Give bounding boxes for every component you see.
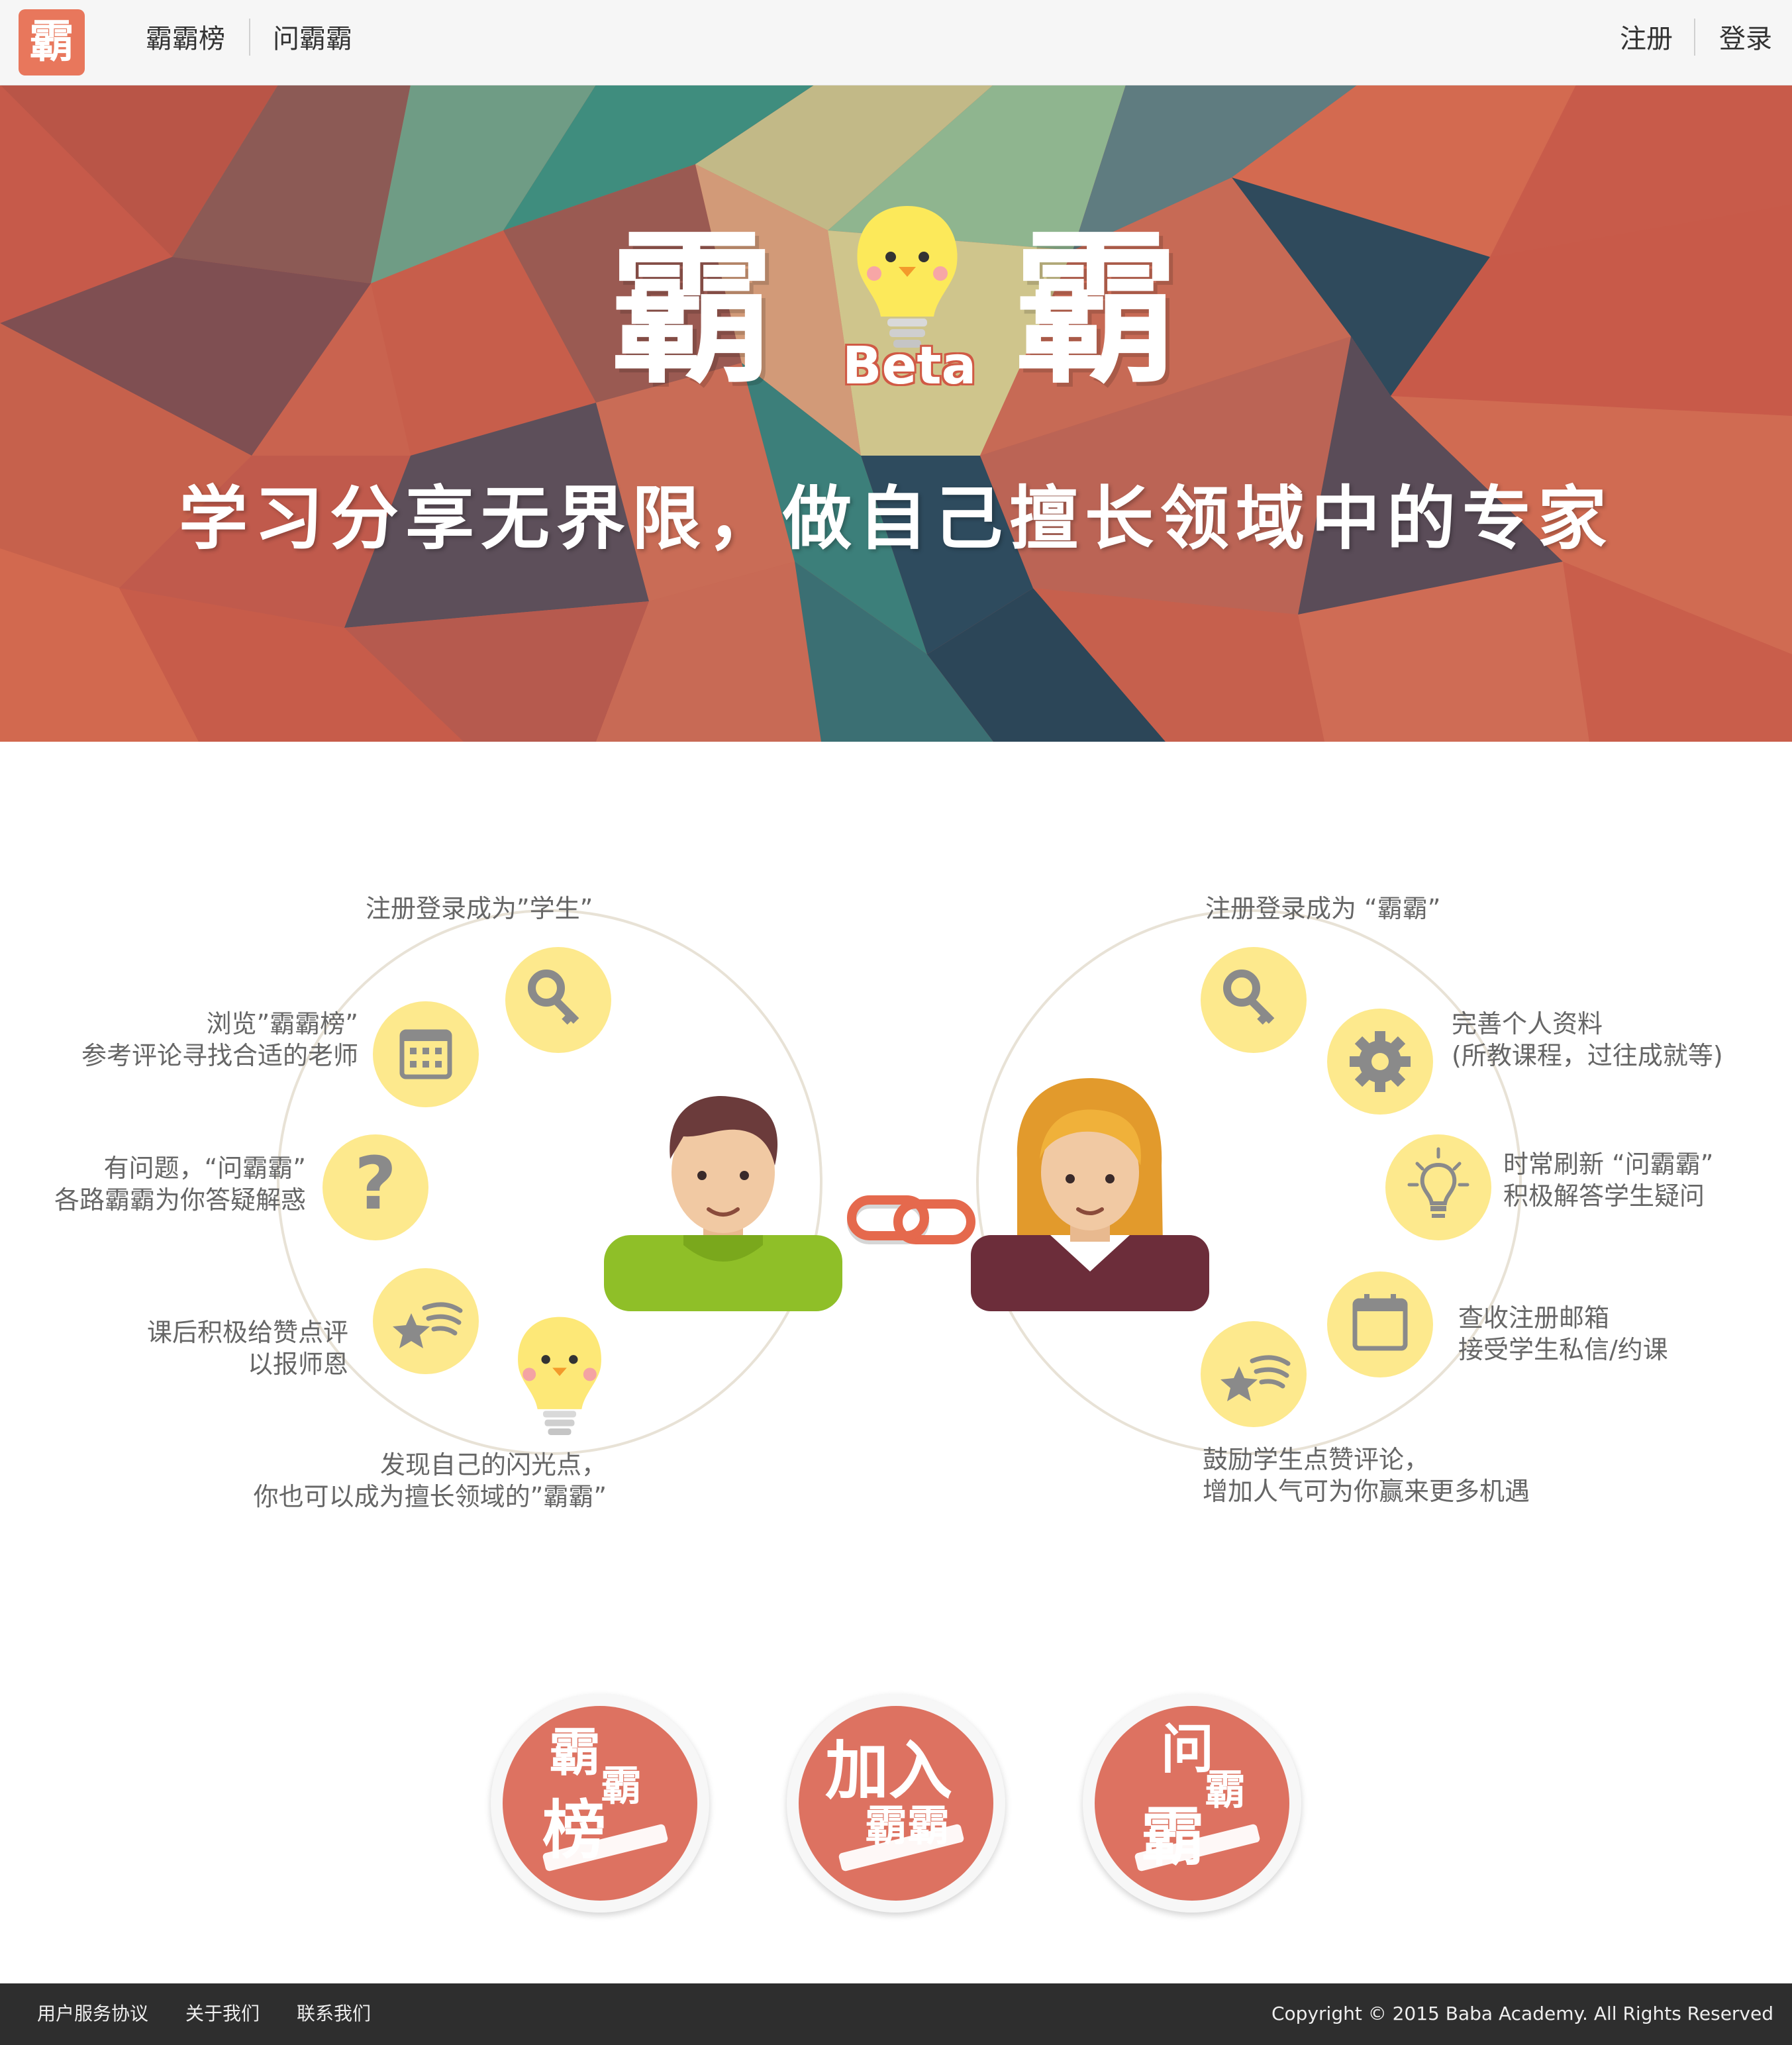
teacher-step-text-1: 注册登录成为 “霸霸”	[1205, 894, 1441, 923]
hero-slogan: 学习分享无界限，做自己擅长领域中的专家	[178, 478, 1613, 559]
student-step-ask: ?	[323, 1134, 428, 1240]
key-icon	[528, 970, 579, 1025]
register-link[interactable]: 注册	[1620, 24, 1673, 54]
student-step-text-3: 有问题，“问霸霸” 各路霸霸为你答疑解惑	[54, 1154, 306, 1215]
lightbulb-icon	[1407, 1147, 1469, 1218]
teacher-step-text-4: 查收注册邮箱 接受学生私信/约课	[1458, 1303, 1668, 1364]
bababang-char-2: 霸	[601, 1762, 642, 1810]
teacher-step-text-5: 鼓励学生点赞评论， 增加人气可为你赢来更多机遇	[1203, 1445, 1530, 1506]
bababang-button[interactable]: 霸 霸 榜	[491, 1694, 709, 1913]
nav-divider	[1694, 19, 1695, 56]
chick-bulb-icon	[518, 1317, 601, 1435]
login-link[interactable]: 登录	[1719, 24, 1772, 54]
student-step-text-2: 浏览”霸霸榜” 参考评论寻找合适的老师	[81, 1009, 358, 1070]
nav-link-bababang[interactable]: 霸霸榜	[146, 24, 225, 54]
how-it-works-diagram: ? 注册登录成为”学生” 浏览”霸霸榜” 参考评论寻找合适的老师 有问题，“问霸…	[0, 742, 1792, 1669]
join-badge: 加入 霸霸	[799, 1706, 993, 1901]
join-bababa-button[interactable]: 加入 霸霸	[787, 1694, 1005, 1913]
teacher-step-inbox	[1327, 1272, 1433, 1377]
brand-character-left: 霸	[609, 213, 775, 406]
teacher-step-text-2: 完善个人资料 (所教课程，过往成就等)	[1452, 1009, 1723, 1070]
student-step-key	[505, 947, 611, 1053]
student-step-text-5: 发现自己的闪光点， 你也可以成为擅长领域的”霸霸”	[253, 1450, 607, 1511]
nav-link-wenbaba[interactable]: 问霸霸	[273, 24, 352, 54]
student-step-text-4: 课后积极给赞点评 以报师恩	[146, 1318, 348, 1379]
footer-link-contact[interactable]: 联系我们	[297, 2003, 372, 2024]
teacher-step-profile	[1327, 1009, 1433, 1115]
nav-divider	[249, 19, 250, 56]
ask-char-2: 霸	[1205, 1766, 1246, 1814]
site-footer: 用户服务协议 关于我们 联系我们 Copyright © 2015 Baba A…	[0, 1983, 1792, 2045]
shooting-star-icon	[393, 1302, 463, 1348]
hero-banner: 霸 Beta 霸 学习分享无界限，做自己擅长领域中的专家	[0, 85, 1792, 742]
teacher-step-answer	[1385, 1134, 1491, 1240]
teacher-step-encourage	[1201, 1321, 1307, 1427]
copyright-text: Copyright © 2015 Baba Academy. All Right…	[1271, 2003, 1773, 2024]
join-text: 加入	[825, 1734, 952, 1808]
student-avatar	[604, 1096, 842, 1311]
teacher-avatar	[971, 1078, 1209, 1311]
footer-link-terms[interactable]: 用户服务协议	[37, 2003, 149, 2024]
bababang-char-1: 霸	[549, 1723, 601, 1783]
calendar-icon	[1352, 1294, 1408, 1351]
footer-link-about[interactable]: 关于我们	[185, 2003, 260, 2024]
top-navbar: 霸 霸霸榜 问霸霸 注册 登录	[0, 0, 1792, 85]
brand-character-right: 霸	[1013, 213, 1179, 406]
teacher-step-text-3: 时常刷新 “问霸霸” 积极解答学生疑问	[1503, 1150, 1714, 1211]
site-logo[interactable]: 霸	[19, 9, 85, 75]
gear-icon	[1350, 1031, 1411, 1092]
question-icon: ?	[354, 1141, 397, 1226]
calendar-icon	[399, 1029, 452, 1079]
ask-baba-button[interactable]: 问 霸 霸	[1083, 1694, 1301, 1913]
chick-bulb-icon	[857, 206, 958, 348]
svg-text:?: ?	[354, 1141, 397, 1226]
bababang-badge: 霸 霸 榜	[503, 1706, 697, 1901]
low-poly-background	[0, 85, 1792, 742]
link-chain-icon	[847, 1195, 975, 1244]
flow-arcs	[277, 909, 1522, 1455]
student-step-rate	[373, 1268, 479, 1374]
student-step-text-1: 注册登录成为”学生”	[366, 894, 593, 923]
student-step-browse	[373, 1001, 479, 1107]
shooting-star-icon	[1220, 1355, 1291, 1401]
teacher-step-key	[1201, 947, 1307, 1053]
beta-badge: Beta	[842, 336, 977, 396]
ask-badge: 问 霸 霸	[1095, 1706, 1289, 1901]
ask-char-1: 问	[1161, 1719, 1214, 1780]
key-icon	[1223, 970, 1275, 1025]
